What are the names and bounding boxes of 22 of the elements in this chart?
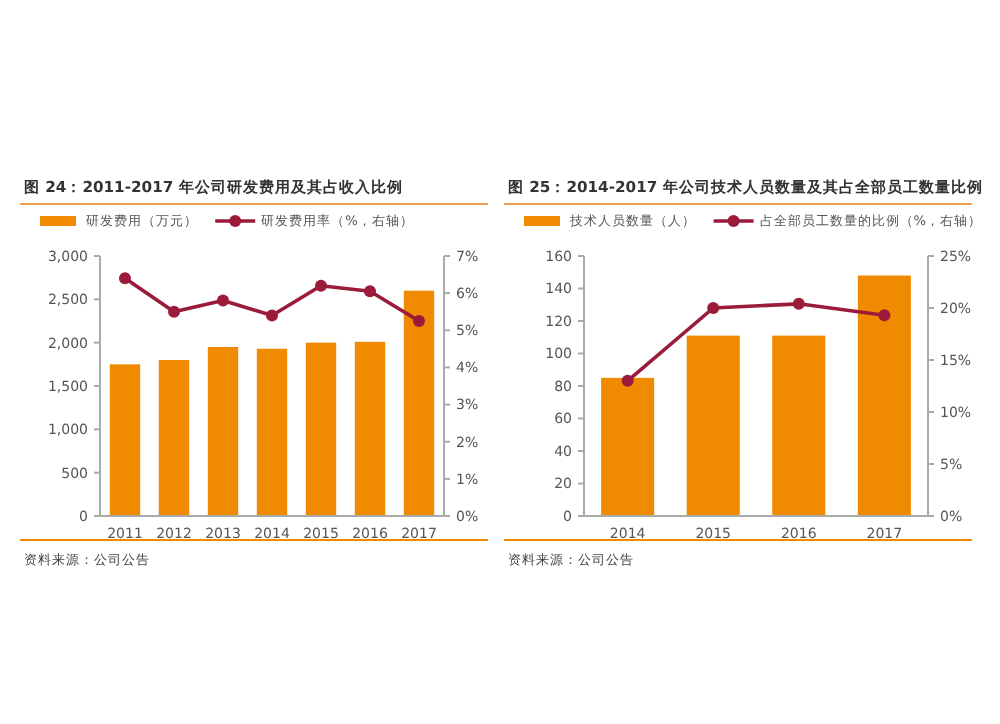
bar [256, 348, 288, 516]
bar [857, 275, 911, 516]
point [413, 315, 426, 327]
point [792, 297, 805, 310]
bar [305, 342, 337, 516]
bar [403, 290, 435, 516]
bar [109, 364, 141, 516]
point [217, 294, 229, 307]
bar [158, 360, 190, 516]
bar [686, 335, 740, 516]
point [621, 374, 634, 387]
point [364, 285, 377, 298]
bar [354, 341, 386, 516]
point [707, 302, 720, 314]
bar [772, 335, 826, 516]
point [266, 309, 278, 322]
point [167, 305, 180, 318]
point [118, 272, 131, 285]
bar [601, 377, 655, 516]
point [878, 309, 891, 322]
point [315, 279, 327, 292]
bar [207, 347, 239, 516]
